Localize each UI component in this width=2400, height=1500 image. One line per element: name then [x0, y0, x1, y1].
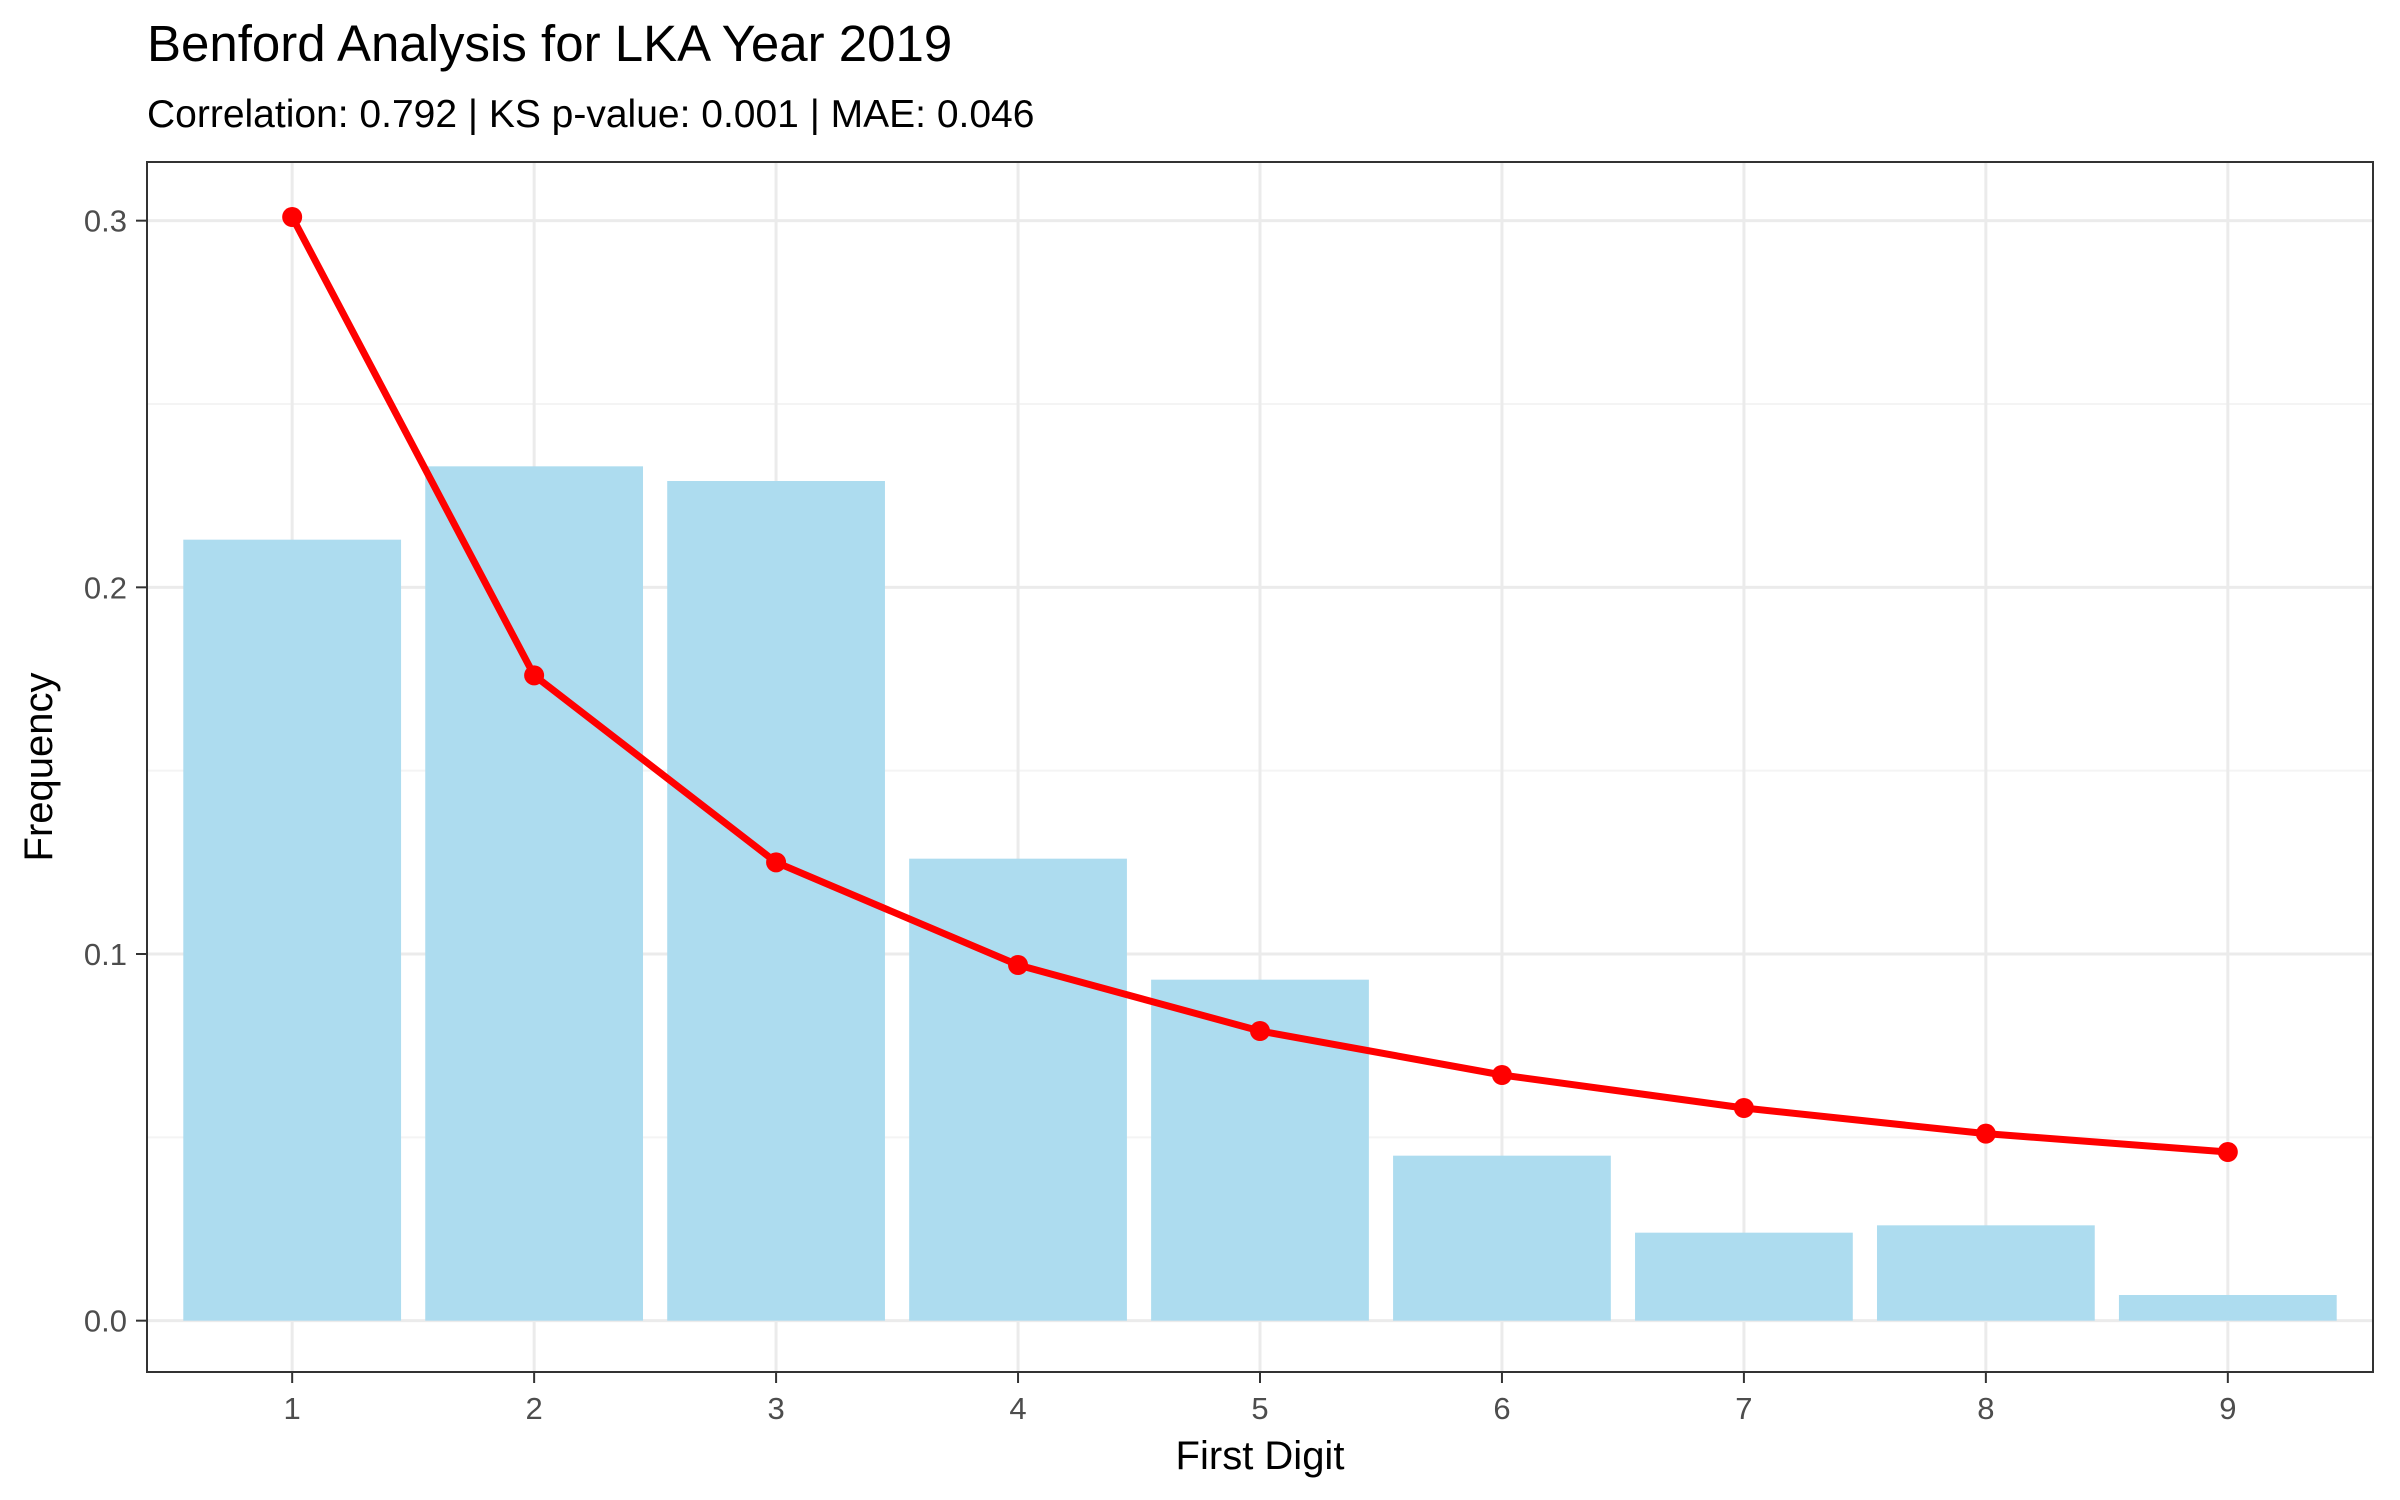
chart-title: Benford Analysis for LKA Year 2019 [147, 15, 952, 72]
bar-digit-4 [909, 858, 1127, 1321]
y-axis: 0.0 0.1 0.2 0.3 [84, 204, 147, 1339]
x-tick-label: 7 [1735, 1391, 1752, 1426]
expected-point-digit-5 [1250, 1021, 1270, 1041]
expected-point-digit-6 [1491, 1065, 1512, 1085]
bar-digit-7 [1635, 1232, 1853, 1321]
y-tick-label: 0.2 [84, 570, 127, 605]
x-tick-label: 4 [1009, 1391, 1026, 1426]
x-tick-label: 9 [2219, 1391, 2236, 1426]
expected-point-digit-3 [766, 852, 787, 873]
bar-series [183, 466, 2337, 1321]
expected-point-digit-8 [1975, 1123, 1996, 1144]
x-tick-label: 2 [526, 1391, 543, 1426]
expected-point-digit-2 [524, 665, 545, 686]
y-axis-title: Frequency [17, 673, 61, 862]
y-tick-label: 0.0 [84, 1304, 127, 1339]
x-axis: 1 2 3 4 5 6 7 8 9 [284, 1372, 2236, 1426]
x-tick-label: 1 [284, 1391, 301, 1426]
bar-digit-6 [1393, 1155, 1611, 1321]
x-tick-label: 3 [767, 1391, 784, 1426]
bar-digit-2 [425, 466, 644, 1321]
x-tick-label: 8 [1977, 1391, 1994, 1426]
bar-digit-3 [667, 481, 885, 1321]
bar-digit-8 [1876, 1225, 2095, 1321]
expected-point-digit-9 [2217, 1142, 2238, 1162]
expected-line-series [282, 207, 2238, 1162]
y-tick-label: 0.1 [84, 937, 127, 972]
x-axis-title: First Digit [1176, 1434, 1345, 1478]
expected-point-digit-7 [1733, 1098, 1754, 1118]
expected-point-digit-1 [282, 207, 303, 227]
x-tick-label: 5 [1251, 1391, 1268, 1426]
bar-digit-9 [2118, 1295, 2337, 1321]
x-tick-label: 6 [1493, 1391, 1510, 1426]
bar-digit-1 [183, 539, 402, 1321]
y-tick-label: 0.3 [84, 204, 127, 239]
expected-point-digit-4 [1008, 955, 1029, 975]
chart-subtitle: Correlation: 0.792 | KS p-value: 0.001 |… [147, 93, 1034, 136]
